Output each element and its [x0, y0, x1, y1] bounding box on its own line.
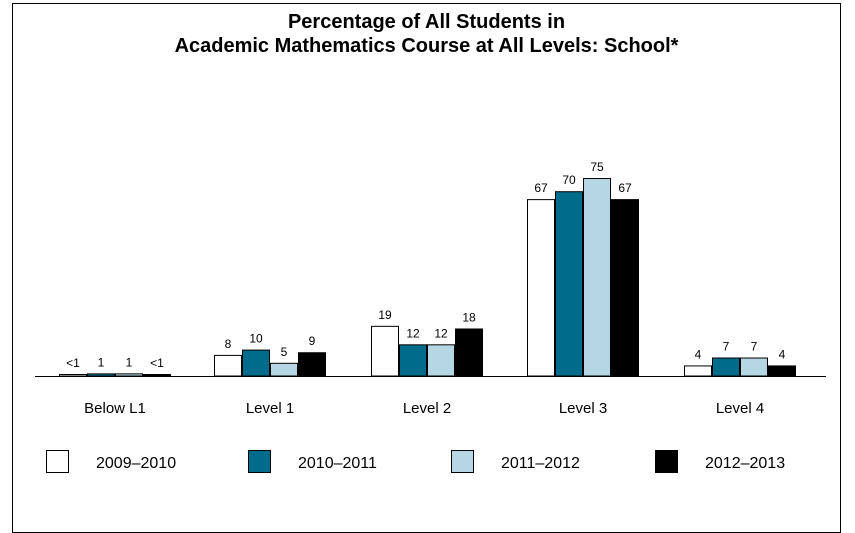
bar-level-4-2012–2013	[768, 365, 796, 377]
data-label: 7	[723, 340, 730, 354]
data-label: 5	[281, 345, 288, 359]
legend: 2009–2010 2010–2011 2011–2012 2012–2013	[46, 450, 785, 473]
category-label: Level 3	[559, 400, 607, 417]
bar-level-4-2011–2012	[740, 357, 768, 377]
bar-below-l1-2010–2011	[87, 373, 115, 377]
bar-level-3-2009–2010	[527, 199, 555, 377]
bar-level-2-2011–2012	[427, 344, 455, 377]
data-label: 1	[126, 355, 133, 369]
data-label: 1	[98, 355, 105, 369]
chart-title-line-2: Academic Mathematics Course at All Level…	[174, 35, 679, 57]
data-label: 10	[249, 332, 263, 346]
data-label: 7	[751, 340, 758, 354]
bar-below-l1-2011–2012	[115, 373, 143, 377]
data-label: <1	[66, 356, 80, 370]
data-label: 8	[225, 337, 232, 351]
legend-swatch	[451, 450, 474, 473]
bar-level-1-2012–2013	[298, 352, 326, 377]
category-label: Below L1	[84, 400, 146, 417]
bar-level-2-2010–2011	[399, 344, 427, 377]
bar-level-3-2012–2013	[611, 199, 639, 377]
legend-label: 2011–2012	[501, 455, 580, 472]
data-label: 70	[562, 173, 576, 187]
legend-swatch	[655, 450, 678, 473]
category-label: Level 4	[716, 400, 764, 417]
data-label: 18	[462, 310, 476, 324]
bar-level-2-2012–2013	[455, 328, 483, 377]
bar-level-3-2010–2011	[555, 191, 583, 377]
bar-chart: <1 1 1 <1 8 10 5 9 19 12 12 18 67 70 75 67 4 7 7 4 Below L1…	[35, 160, 826, 473]
bar-level-1-2009–2010	[214, 354, 242, 377]
data-label: 12	[406, 326, 420, 340]
category-label: Level 1	[246, 400, 294, 417]
legend-label: 2010–2011	[298, 455, 377, 472]
data-label: <1	[150, 356, 164, 370]
data-label: 4	[695, 347, 702, 361]
legend-label: 2012–2013	[705, 455, 785, 472]
chart-title-line-1: Percentage of All Students in	[287, 11, 566, 33]
bar-level-1-2010–2011	[242, 349, 270, 377]
bar-below-l1-2012–2013	[143, 374, 171, 377]
data-label: 9	[309, 334, 316, 348]
bar-level-4-2010–2011	[712, 357, 740, 377]
bar-level-3-2011–2012	[583, 178, 611, 377]
legend-label: 2009–2010	[96, 455, 176, 472]
legend-swatch	[46, 450, 69, 473]
legend-swatch	[248, 450, 271, 473]
data-label: 67	[618, 181, 632, 195]
data-label: 4	[779, 347, 786, 361]
data-label: 67	[534, 181, 548, 195]
chart-frame	[12, 3, 841, 533]
chart-title: Percentage of All Students in Academic M…	[12, 10, 841, 58]
category-label: Level 2	[403, 400, 451, 417]
bar-level-2-2009–2010	[371, 325, 399, 377]
bar-level-1-2011–2012	[270, 362, 298, 377]
data-label: 19	[378, 308, 392, 322]
bar-below-l1-2009–2010	[59, 374, 87, 377]
category-labels: Below L1 Level 1 Level 2 Level 3 Level 4	[84, 400, 764, 417]
bars-layer: <1 1 1 <1 8 10 5 9 19 12 12 18 67 70 75 67 4 7 7 4	[59, 160, 796, 377]
data-label: 75	[590, 160, 604, 174]
data-label: 12	[434, 326, 448, 340]
bar-level-4-2009–2010	[684, 365, 712, 377]
